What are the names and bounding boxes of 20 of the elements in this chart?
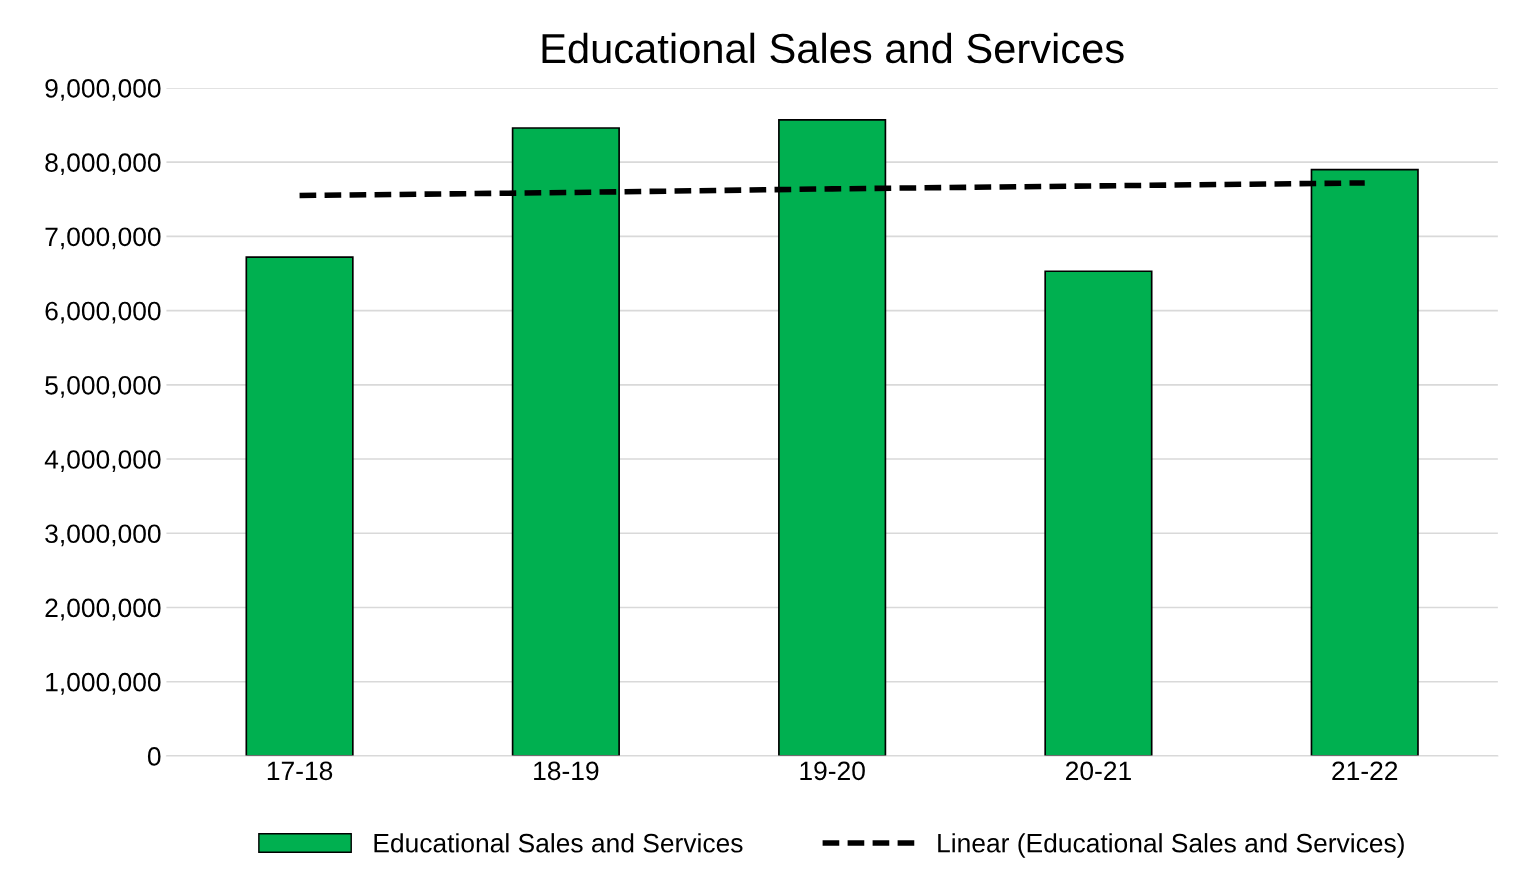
chart-title: Educational Sales and Services — [542, 32, 1124, 64]
y-tick-label: 4,000,000 — [44, 450, 161, 472]
legend-label: Linear (Educational Sales and Services) — [938, 833, 1404, 858]
bar — [245, 256, 354, 756]
x-tick-label: 17-18 — [267, 761, 333, 781]
x-tick-label: 21-22 — [1332, 761, 1398, 780]
y-tick-label: 1,000,000 — [46, 672, 161, 695]
y-tick-label: 3,000,000 — [45, 524, 161, 547]
y-tick-label: 5,000,000 — [45, 375, 161, 398]
x-tick-label: 18-19 — [534, 761, 599, 781]
y-tick-label: 2,000,000 — [45, 598, 161, 621]
x-tick-label: 19-20 — [800, 761, 865, 781]
legend-label: Educational Sales and Services — [374, 833, 743, 853]
y-tick-label: 0 — [147, 747, 161, 766]
y-tick-label: 8,000,000 — [45, 153, 161, 176]
y-tick-label: 9,000,000 — [45, 79, 161, 101]
y-tick-label: 6,000,000 — [45, 301, 161, 324]
x-tick-label: 20-21 — [1066, 761, 1131, 781]
y-tick-label: 7,000,000 — [45, 227, 161, 250]
bar — [1044, 270, 1153, 756]
